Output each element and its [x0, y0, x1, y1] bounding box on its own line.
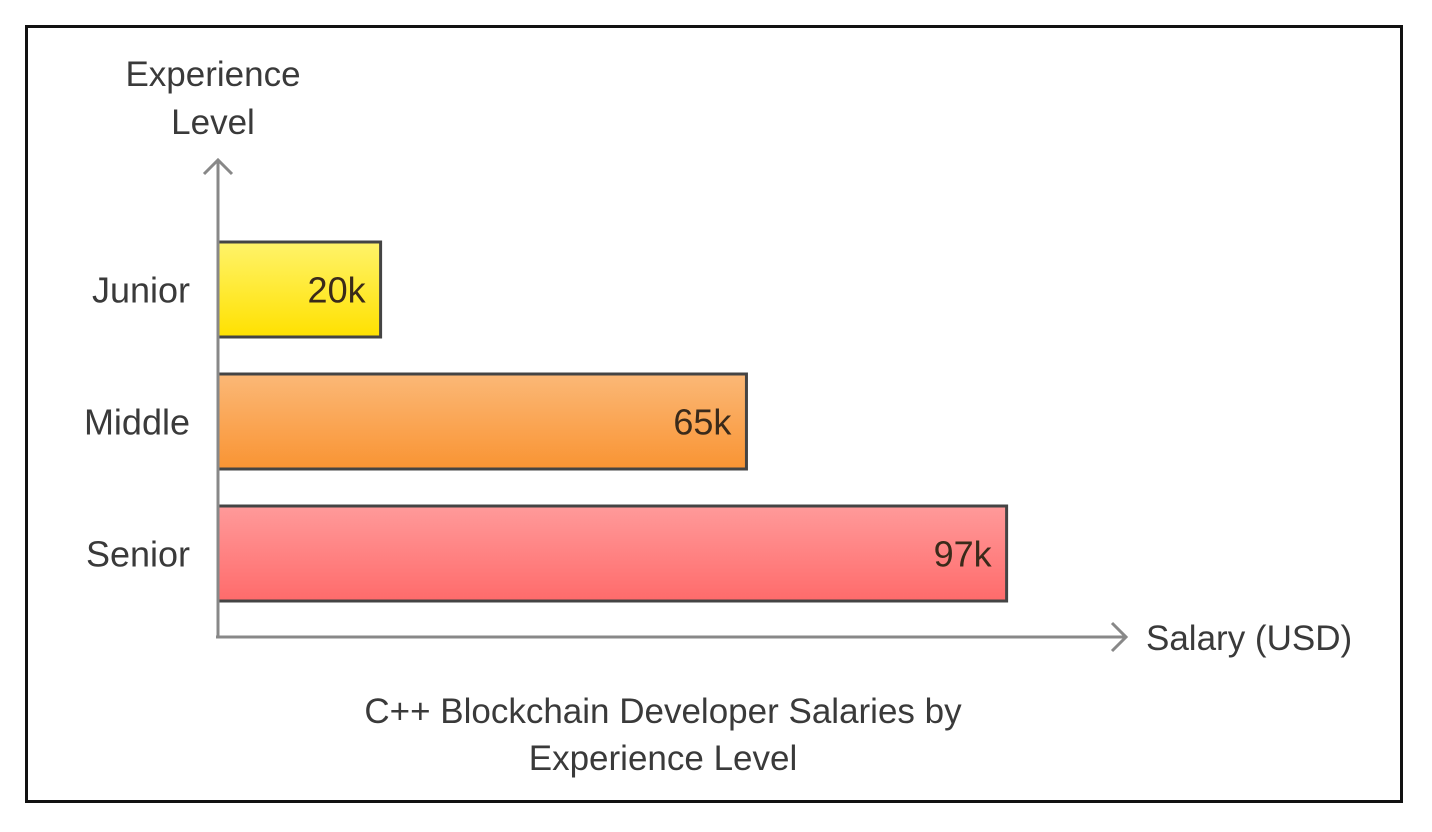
bar-senior [216, 504, 1009, 603]
chart-title-line-1: C++ Blockchain Developer Salaries by [364, 692, 962, 731]
y-axis-title-line-2: Level [171, 103, 255, 142]
axes [202, 157, 1129, 653]
y-axis-arrowhead [202, 157, 234, 176]
category-label-senior: Senior [86, 534, 190, 575]
category-label-junior: Junior [92, 270, 190, 311]
value-label-middle: 65k [673, 402, 732, 443]
x-axis-arrowhead [1110, 621, 1129, 653]
bar-middle [216, 372, 748, 471]
x-axis-title: Salary (USD) [1146, 619, 1352, 658]
chart-title-line-2: Experience Level [529, 739, 798, 778]
bars-group: Junior 20k Middle 65k Senior 97k [84, 240, 1009, 603]
bar-junior [216, 240, 383, 339]
value-label-senior: 97k [934, 534, 993, 575]
y-axis-title-line-1: Experience [125, 55, 300, 94]
category-label-middle: Middle [84, 402, 190, 443]
value-label-junior: 20k [308, 270, 367, 311]
